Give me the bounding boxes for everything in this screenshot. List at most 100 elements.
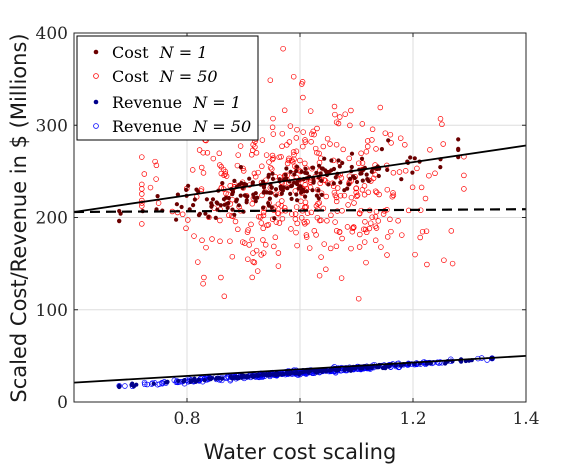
data-point: [280, 45, 286, 52]
data-point: [165, 379, 170, 384]
legend-series-name: Revenue: [112, 117, 182, 136]
data-point: [329, 158, 334, 163]
data-point: [267, 196, 272, 201]
data-point: [272, 216, 277, 221]
data-point: [306, 245, 313, 251]
data-point: [174, 209, 181, 216]
fit-line-2: [73, 354, 527, 384]
data-point: [232, 178, 237, 183]
data-point: [314, 125, 320, 132]
legend-entry-revenue-n1: Revenue N = 1: [93, 93, 241, 112]
data-point: [308, 131, 315, 137]
data-point: [379, 147, 384, 152]
data-point: [318, 171, 323, 176]
data-point: [362, 226, 369, 233]
data-point: [191, 233, 197, 239]
data-point: [304, 369, 309, 374]
data-point: [320, 143, 327, 150]
data-point: [240, 168, 247, 174]
data-point: [302, 199, 309, 206]
data-point: [393, 363, 398, 368]
data-point: [274, 210, 281, 216]
data-point: [208, 377, 213, 382]
data-point: [239, 181, 244, 186]
data-point: [294, 126, 300, 133]
data-point: [275, 250, 282, 256]
fit-line-0: [73, 144, 527, 213]
data-point: [336, 229, 343, 235]
data-point: [144, 381, 150, 388]
data-point: [260, 212, 267, 219]
data-point: [397, 135, 404, 141]
data-point: [174, 217, 179, 222]
legend-label-revenue-n50: Revenue N = 50: [112, 117, 251, 136]
data-point: [261, 205, 266, 210]
data-point: [426, 172, 432, 179]
legend-series-name: Cost: [112, 67, 149, 86]
data-point: [244, 198, 249, 203]
data-point: [199, 237, 205, 244]
data-point: [333, 243, 340, 250]
data-point: [373, 208, 380, 215]
data-point: [269, 166, 275, 172]
data-point: [206, 214, 212, 221]
data-point: [353, 366, 358, 371]
data-point: [200, 280, 206, 287]
data-point: [279, 143, 285, 150]
data-point: [261, 179, 266, 184]
data-point: [374, 365, 379, 370]
data-point: [155, 194, 160, 199]
data-point: [300, 129, 306, 135]
y-tick-label: 200: [36, 209, 68, 229]
data-point: [363, 259, 369, 266]
data-point: [265, 222, 272, 228]
data-point: [253, 247, 260, 254]
data-point: [359, 156, 365, 161]
data-point: [321, 241, 327, 247]
data-point: [209, 204, 214, 209]
data-point: [289, 183, 295, 188]
data-point: [361, 183, 368, 189]
data-point: [339, 235, 345, 242]
data-point: [218, 203, 223, 208]
data-point: [250, 373, 256, 378]
data-point: [356, 210, 363, 217]
data-point: [275, 210, 282, 217]
data-point: [269, 156, 276, 163]
data-point: [324, 135, 331, 142]
data-point: [287, 123, 294, 129]
data-point: [440, 141, 446, 147]
data-point: [331, 103, 338, 110]
data-point: [221, 172, 227, 179]
data-point: [217, 375, 222, 380]
data-point: [201, 274, 207, 281]
data-point: [354, 179, 360, 185]
data-point: [202, 378, 207, 383]
data-point: [303, 234, 310, 240]
data-point: [235, 226, 241, 233]
data-point: [188, 379, 193, 384]
data-point: [437, 116, 444, 122]
data-point: [271, 243, 277, 250]
data-point: [238, 193, 243, 198]
data-point: [322, 156, 327, 161]
data-point: [449, 260, 456, 267]
data-point: [245, 256, 251, 262]
data-point: [357, 231, 363, 238]
data-point: [251, 259, 258, 266]
data-point: [323, 266, 329, 273]
data-point: [117, 383, 122, 388]
data-point: [332, 219, 338, 225]
data-point: [147, 184, 154, 191]
data-point: [342, 111, 348, 117]
data-point: [326, 182, 331, 187]
data-point: [351, 200, 357, 206]
data-point: [438, 165, 443, 170]
x-tick-label: 1.4: [512, 409, 539, 429]
data-point: [229, 253, 236, 260]
data-point: [315, 368, 320, 373]
data-point: [288, 169, 293, 174]
data-point: [347, 122, 353, 129]
data-point: [275, 372, 280, 377]
data-point: [266, 201, 271, 206]
